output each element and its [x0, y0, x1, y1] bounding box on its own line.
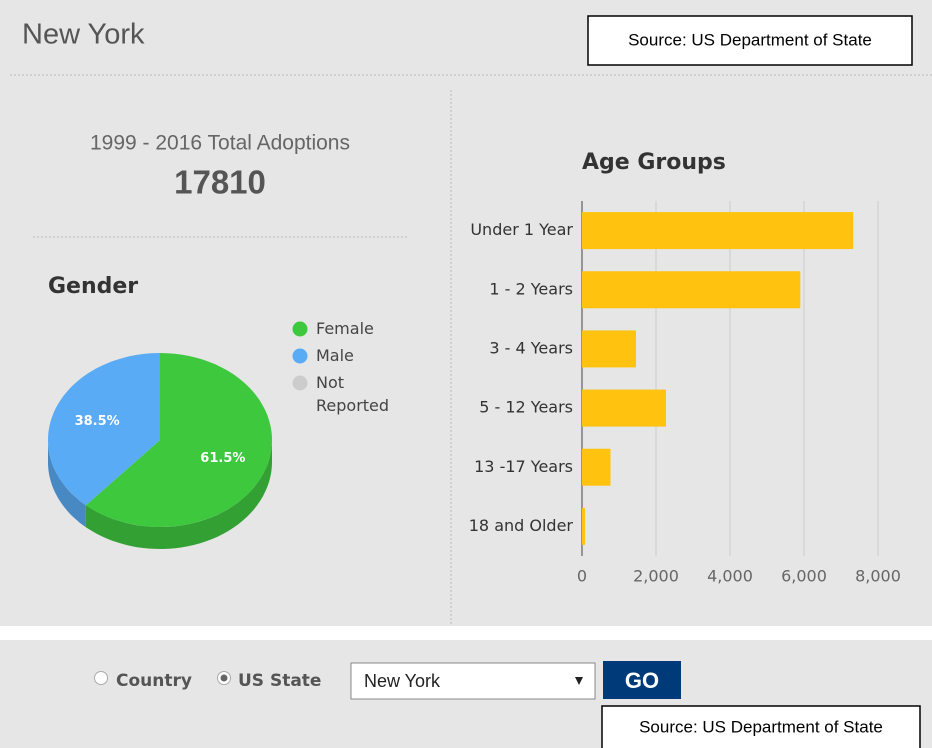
pie-slice [48, 353, 160, 506]
pie-value-label: 61.5% [200, 451, 245, 466]
source: Source: US Department of State [628, 30, 872, 49]
y-tick-label: 13 -17 Years [474, 457, 573, 476]
select-value[interactable]: New York [364, 671, 441, 691]
legend-marker [292, 375, 308, 391]
page-title: New York [22, 19, 145, 51]
legend-label: Not Reported [316, 373, 390, 415]
bar [582, 330, 637, 368]
y-tick-label: 3 - 4 Years [489, 338, 573, 357]
pie-title: Gender [48, 274, 138, 299]
legend-label: Male [316, 346, 354, 365]
go-label[interactable]: GO [625, 668, 659, 693]
legend-label: Female [316, 319, 374, 338]
bar [582, 271, 801, 309]
source-box [587, 15, 913, 66]
radio-label[interactable]: Country [116, 671, 192, 691]
legend-item: Not Reported [316, 373, 390, 415]
x-tick-label: 2,000 [633, 567, 679, 586]
pie-slice [85, 353, 273, 527]
pie-value-label: 38.5% [75, 414, 120, 429]
radio-dot[interactable] [220, 674, 228, 682]
radio-country[interactable]: Country [94, 671, 192, 691]
y-tick-label: 18 and Older [469, 516, 574, 535]
radio-label[interactable]: US State [238, 671, 321, 691]
select-arrow[interactable] [575, 677, 583, 685]
legend-item: Male [316, 346, 354, 365]
legend-marker [292, 321, 308, 337]
x-tick-label: 4,000 [707, 567, 753, 586]
bar [582, 448, 611, 486]
state-select[interactable] [350, 662, 596, 700]
bar [582, 212, 854, 250]
source: Source: US Department of State [639, 717, 883, 736]
y-tick-label: Under 1 Year [470, 220, 573, 239]
pie-side [85, 440, 273, 549]
total-label: 1999 - 2016 Total Adoptions [90, 132, 350, 155]
bar [582, 507, 585, 545]
x-tick-label: 6,000 [781, 567, 827, 586]
source-box [601, 705, 921, 748]
bar [582, 389, 666, 427]
legend-item: Female [316, 319, 374, 338]
radio[interactable] [94, 671, 108, 685]
x-tick-label: 8,000 [855, 567, 901, 586]
legend-marker [292, 348, 308, 364]
y-tick-label: 5 - 12 Years [479, 398, 573, 417]
y-tick-label: 1 - 2 Years [489, 279, 573, 298]
bar-title: Age Groups [582, 150, 726, 175]
total-value: 17810 [174, 164, 266, 201]
go-button[interactable] [603, 661, 681, 699]
x-tick-label: 0 [577, 567, 587, 586]
pie-side [48, 440, 86, 528]
